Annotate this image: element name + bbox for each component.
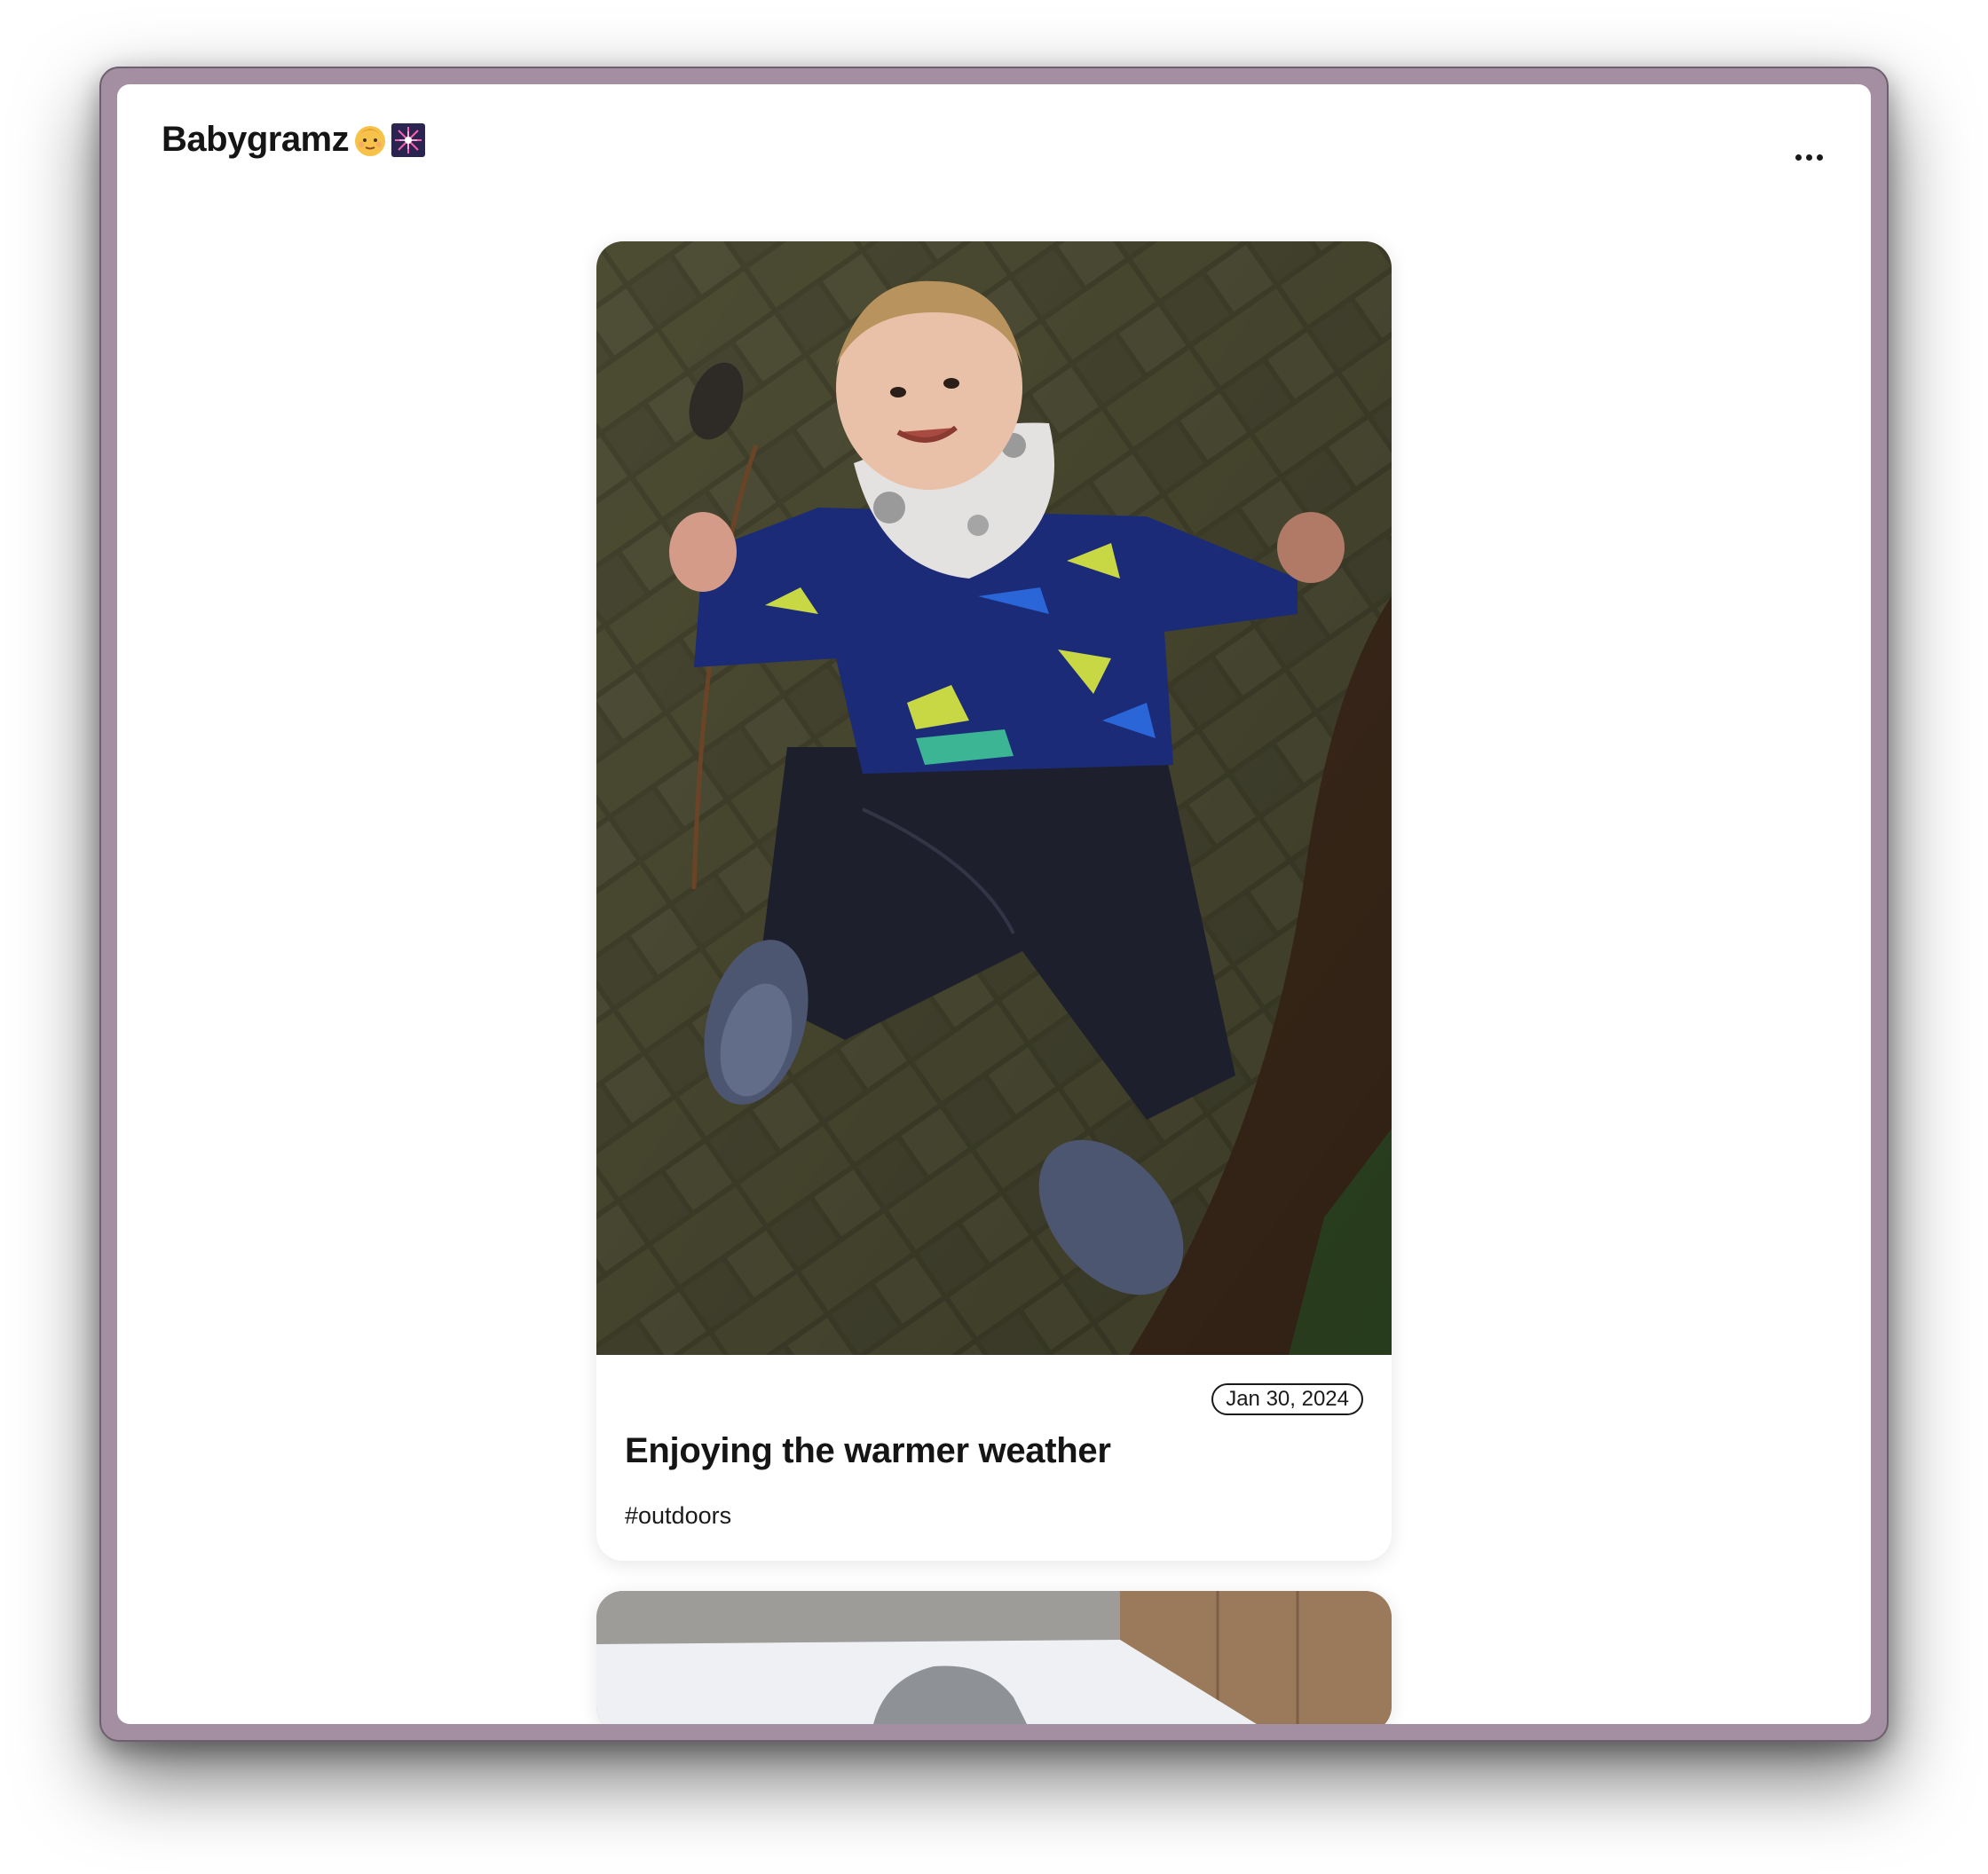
app-title-text: Babygramz	[162, 120, 350, 159]
post-body: Jan 30, 2024 Enjoying the warmer weather…	[596, 1355, 1392, 1561]
ellipsis-horizontal-icon	[1795, 154, 1802, 161]
post-card[interactable]	[596, 1591, 1392, 1724]
baby-face-icon	[355, 125, 386, 156]
post-tag[interactable]: #outdoors	[625, 1502, 732, 1529]
post-date-badge: Jan 30, 2024	[1211, 1383, 1363, 1415]
app-title[interactable]: Babygramz	[162, 120, 426, 160]
ellipsis-dot	[1805, 154, 1812, 161]
more-options-button[interactable]	[1784, 139, 1834, 175]
ellipsis-dot	[1816, 154, 1823, 161]
app-window: Babygramz	[117, 84, 1871, 1724]
fireworks-icon	[391, 122, 426, 157]
app-header: Babygramz	[117, 84, 1871, 200]
post-card[interactable]: Jan 30, 2024 Enjoying the warmer weather…	[596, 241, 1392, 1561]
post-photo[interactable]	[596, 241, 1392, 1355]
post-photo[interactable]	[596, 1591, 1392, 1724]
post-title: Enjoying the warmer weather	[625, 1431, 1111, 1470]
post-feed: Jan 30, 2024 Enjoying the warmer weather…	[596, 241, 1392, 1724]
